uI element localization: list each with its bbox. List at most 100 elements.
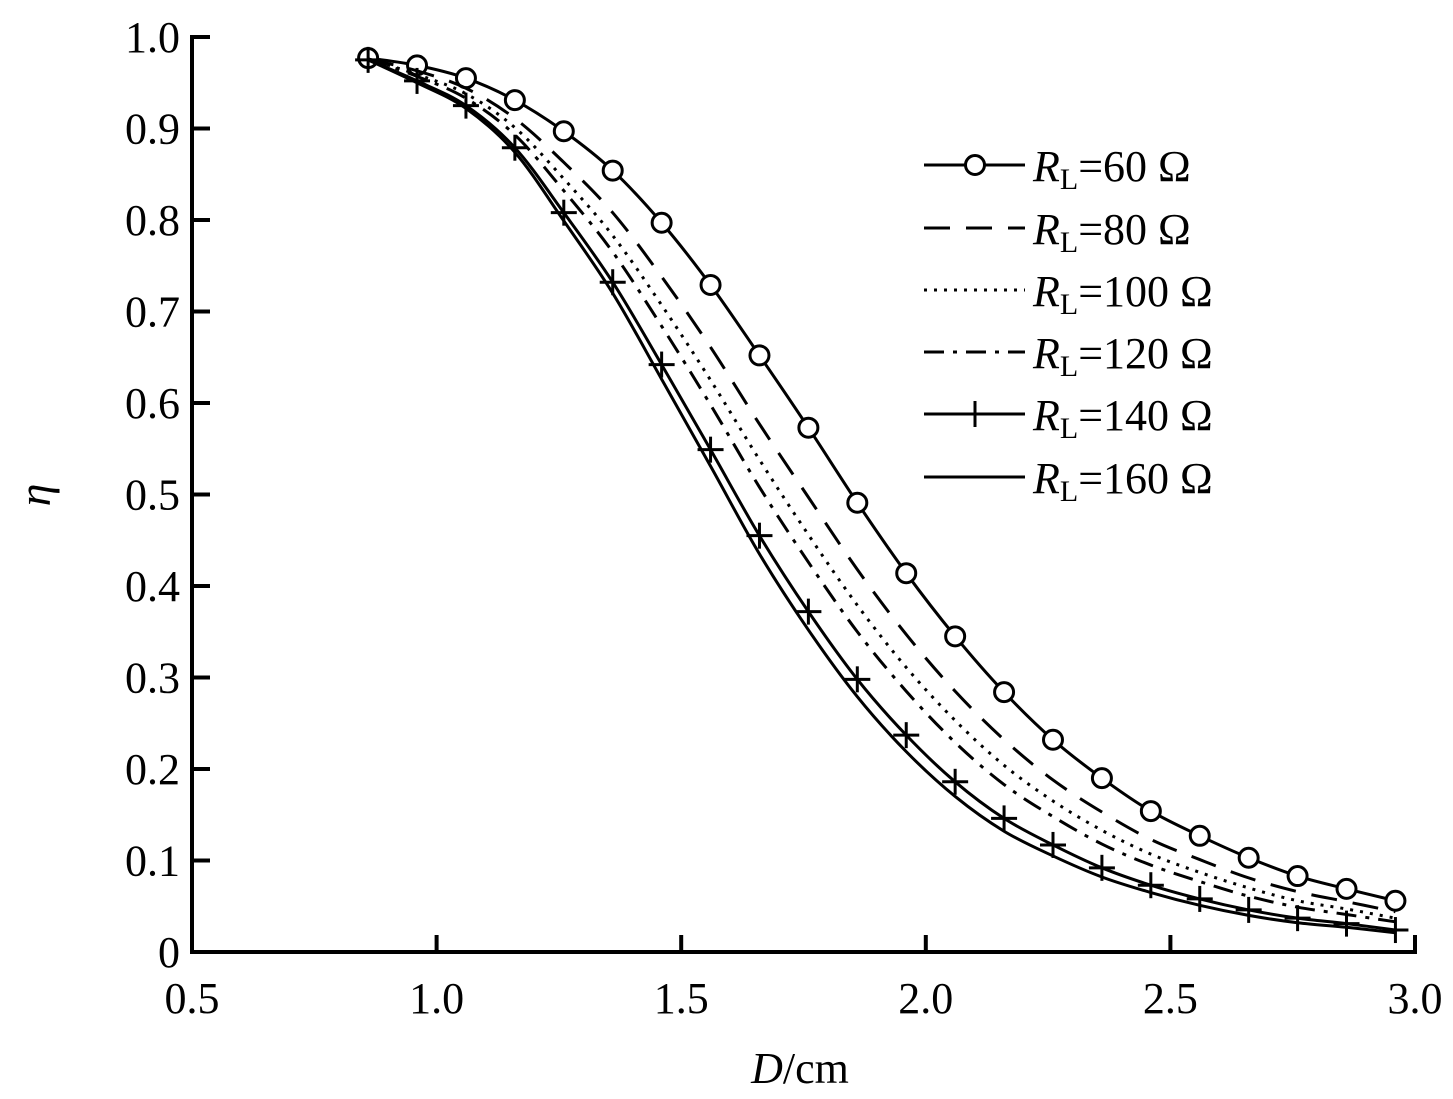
y-tick-label: 1.0 [125,13,180,62]
data-point [797,416,820,439]
data-point [1235,896,1262,923]
data-point [1237,846,1260,869]
data-point [1382,917,1409,944]
data-point [1384,889,1407,912]
legend-item: RL=80 Ω [924,205,1191,259]
data-point [1186,885,1213,912]
data-point [846,491,869,514]
legend-label-rest: =100 Ω [1078,267,1213,316]
series-60-ohm [357,47,1407,912]
legend-marker [964,154,986,176]
data-point [501,134,528,161]
data-point [699,273,722,296]
legend-label: RL=120 Ω [1032,329,1213,383]
x-axis-label-unit: /cm [783,1044,849,1093]
data-point [944,625,967,648]
data-point [795,598,822,625]
legend-label-main: R [1032,142,1060,191]
legend-label-sub: L [1060,475,1078,508]
x-axis-label-var: D [750,1044,783,1093]
x-tick-label: 1.0 [409,974,464,1023]
series-line [367,56,1396,903]
data-point [1333,910,1360,937]
x-tick-label: 1.5 [654,974,709,1023]
data-point [650,211,673,234]
y-tick-label: 0.6 [125,379,180,428]
data-point [1335,877,1358,900]
y-axis-label: η [9,484,60,507]
data-point [1090,767,1113,790]
x-tick-label: 3.0 [1388,974,1443,1023]
legend-item: RL=60 Ω [924,142,1191,196]
data-point [503,89,526,112]
series-line [367,57,1396,920]
data-point [1041,728,1064,751]
legend-label-main: R [1032,267,1060,316]
legend: RL=60 ΩRL=80 ΩRL=100 ΩRL=120 ΩRL=140 ΩRL… [924,142,1213,508]
data-point [746,522,773,549]
legend-label-sub: L [1060,288,1078,321]
y-tick-label: 0.9 [125,105,180,154]
data-point [1188,824,1211,847]
legend-label-main: R [1032,205,1060,254]
legend-label-sub: L [1060,226,1078,259]
legend-label: RL=80 Ω [1032,205,1191,259]
legend-item: RL=100 Ω [924,267,1213,321]
legend-label-rest: =140 Ω [1078,391,1213,440]
legend-label-main: R [1032,391,1060,440]
data-point [991,805,1018,832]
legend-item: RL=160 Ω [924,454,1213,508]
data-point [893,722,920,749]
data-point [1139,800,1162,823]
y-tick-label: 0.3 [125,654,180,703]
data-point [895,562,918,585]
y-tick-label: 0.7 [125,288,180,337]
y-tick-label: 0.2 [125,745,180,794]
legend-label-sub: L [1060,163,1078,196]
data-point [452,92,479,119]
legend-label: RL=60 Ω [1032,142,1191,196]
legend-label: RL=160 Ω [1032,454,1213,508]
data-point [942,768,969,795]
y-tick-label: 0.1 [125,837,180,886]
data-point [1284,905,1311,932]
y-tick-label: 0 [158,928,180,977]
series-140-ohm [355,46,1409,944]
legend-marker [962,401,988,427]
series-120-ohm [367,57,1396,924]
legend-label-main: R [1032,454,1060,503]
legend-label-sub: L [1060,412,1078,445]
data-point [1286,865,1309,888]
y-tick-label: 0.4 [125,562,180,611]
x-tick-label: 2.0 [898,974,953,1023]
legend-label-rest: =120 Ω [1078,329,1213,378]
series-160-ohm [367,58,1396,935]
x-axis-label: D/cm [750,1044,849,1093]
legend-label-rest: =80 Ω [1078,205,1191,254]
legend-label-sub: L [1060,350,1078,383]
y-tick-label: 0.8 [125,196,180,245]
data-point [404,67,431,94]
legend-label: RL=100 Ω [1032,267,1213,321]
data-point [993,681,1016,704]
series-line [367,57,1396,914]
legend-label-rest: =60 Ω [1078,142,1191,191]
legend-label-rest: =160 Ω [1078,454,1213,503]
legend-item: RL=140 Ω [924,391,1213,445]
series-80-ohm [367,57,1396,914]
legend-label-main: R [1032,329,1060,378]
data-point [748,344,771,367]
data-point [552,120,575,143]
axes [190,35,1417,954]
legend-item: RL=120 Ω [924,329,1213,383]
data-point [1039,831,1066,858]
y-tick-label: 0.5 [125,471,180,520]
legend-label: RL=140 Ω [1032,391,1213,445]
series-line [367,58,1396,932]
series-line [367,57,1396,924]
data-point [601,159,624,182]
ticks: 0.5 1.0 1.5 2.0 2.5 3.0 0 0.1 0.2 0.3 0.4 0.5 0.6 0.7… [125,13,1443,1023]
x-tick-label: 0.5 [165,974,220,1023]
series-100-ohm [367,57,1396,920]
